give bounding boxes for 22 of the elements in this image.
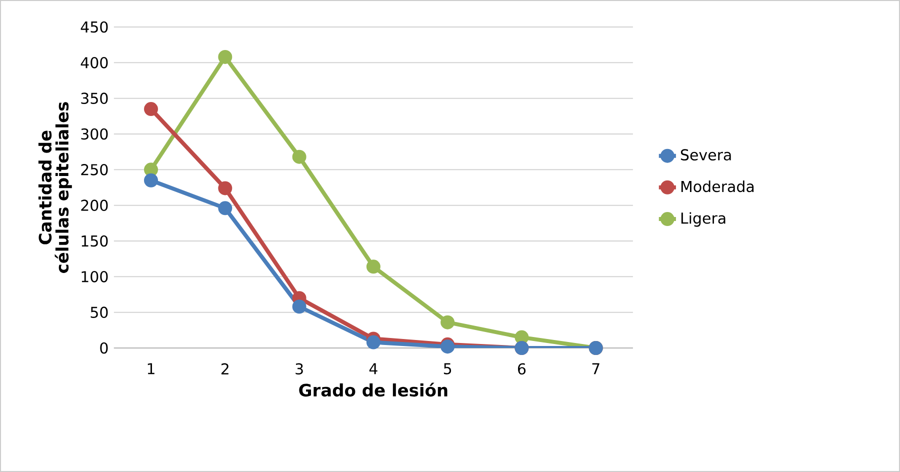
y-tick-label: 50 (90, 306, 108, 318)
x-tick-label: 1 (148, 363, 154, 374)
legend-label: Moderada (681, 180, 754, 192)
y-tick-label: 350 (81, 92, 108, 104)
y-tick-label: 250 (81, 164, 108, 176)
y-tick-label: 0 (100, 342, 108, 354)
x-tick-label: 3 (296, 363, 303, 375)
y-tick-label: 450 (80, 21, 108, 33)
legend-label: Severa (680, 149, 731, 161)
x-tick-label: 7 (592, 363, 600, 374)
y-tick-label: 200 (81, 200, 108, 212)
legend-label: Ligera (681, 212, 726, 227)
y-axis-title: Cantidad de células epiteliales (38, 102, 72, 273)
x-tick-label: 5 (444, 363, 452, 374)
x-axis-title: Grado de lesión (299, 382, 448, 397)
x-tick-label: 4 (369, 363, 378, 374)
y-tick-label: 100 (82, 270, 108, 282)
y-tick-label: 400 (80, 56, 108, 68)
y-tick-label: 300 (81, 128, 108, 140)
x-tick-label: 6 (518, 363, 526, 375)
x-tick-label: 2 (221, 363, 228, 374)
y-tick-label: 150 (82, 235, 108, 247)
